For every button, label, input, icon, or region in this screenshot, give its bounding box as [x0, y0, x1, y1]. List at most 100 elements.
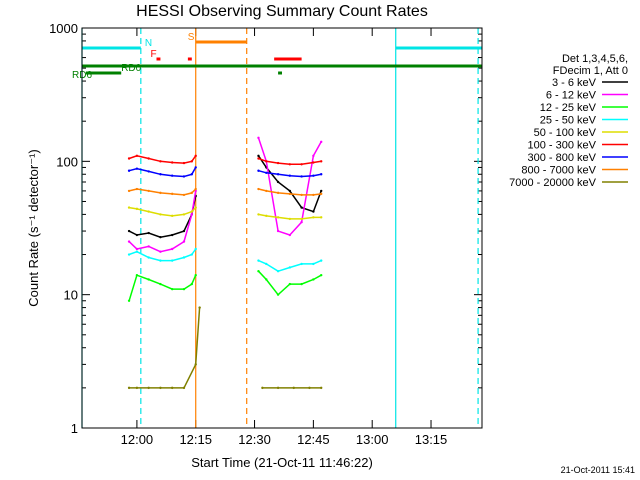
y-tick-label: 1000	[49, 21, 78, 36]
y-tick-label: 10	[64, 288, 78, 303]
data-series	[127, 136, 323, 390]
data-point	[135, 167, 139, 170]
data-point	[182, 175, 186, 178]
data-point	[159, 386, 162, 390]
data-point	[159, 191, 162, 195]
time-markers	[81, 28, 479, 428]
data-point	[170, 233, 174, 237]
data-point	[190, 253, 194, 256]
data-point	[182, 240, 186, 243]
data-point	[194, 187, 197, 191]
data-point	[182, 229, 186, 233]
x-tick-label: 12:15	[179, 432, 212, 447]
data-point	[194, 154, 197, 158]
data-point	[312, 216, 315, 219]
data-point	[135, 273, 139, 277]
data-point	[182, 386, 186, 390]
series-line	[128, 248, 197, 262]
flag-label: F	[151, 49, 157, 60]
x-tick-label: 12:30	[238, 432, 271, 447]
data-point	[312, 278, 315, 281]
data-point	[300, 163, 303, 166]
series-line	[257, 137, 322, 236]
data-point	[159, 160, 162, 163]
data-point	[257, 213, 260, 216]
data-point	[170, 247, 174, 251]
data-point	[147, 231, 150, 235]
data-point	[276, 161, 280, 165]
data-point	[276, 269, 280, 273]
data-point	[194, 166, 197, 169]
series-line	[128, 274, 197, 302]
y-axis-label: Count Rate (s⁻¹ detector⁻¹)	[26, 149, 41, 307]
data-point	[300, 206, 303, 209]
data-point	[257, 269, 260, 273]
series-line	[128, 155, 197, 164]
data-point	[300, 175, 303, 178]
data-point	[147, 386, 150, 390]
data-point	[127, 299, 131, 302]
data-point	[159, 259, 162, 262]
data-point	[300, 193, 303, 197]
data-point	[300, 282, 303, 286]
data-point	[194, 363, 197, 366]
data-point	[276, 229, 280, 233]
flag-label: S	[188, 32, 195, 43]
x-axis-label: Start Time (21-Oct-11 11:46:22)	[191, 455, 373, 470]
data-point	[300, 220, 303, 224]
series-line	[128, 188, 197, 196]
data-point	[170, 174, 174, 177]
legend-header: FDecim 1, Att 0	[553, 65, 628, 77]
data-point	[194, 273, 197, 277]
timestamp: 21-Oct-2011 15:41	[561, 465, 635, 475]
data-point	[320, 160, 323, 163]
x-tick-label: 12:00	[121, 432, 154, 447]
data-point	[127, 189, 131, 193]
data-point	[276, 173, 280, 176]
legend-header: Det 1,3,4,5,6,	[562, 53, 628, 65]
data-point	[320, 386, 323, 390]
data-point	[312, 174, 315, 177]
data-point	[159, 213, 162, 216]
data-point	[190, 210, 194, 213]
legend-label: 50 - 100 keV	[534, 127, 597, 139]
data-point	[127, 240, 131, 243]
data-point	[300, 217, 303, 221]
data-point	[127, 253, 131, 256]
x-tick-label: 12:45	[297, 432, 330, 447]
data-point	[276, 216, 280, 219]
data-point	[135, 233, 139, 237]
data-point	[182, 213, 186, 216]
data-point	[170, 161, 174, 164]
data-point	[159, 235, 162, 239]
data-point	[288, 192, 292, 196]
data-point	[288, 163, 292, 166]
data-point	[170, 287, 174, 291]
data-point	[257, 154, 260, 158]
series-line	[128, 206, 197, 217]
data-point	[170, 386, 174, 390]
data-point	[288, 189, 292, 193]
data-point	[265, 160, 268, 163]
data-point	[320, 259, 323, 262]
data-point	[276, 386, 280, 390]
flag-label: RD0	[121, 63, 141, 74]
data-point	[170, 259, 174, 262]
data-point	[312, 161, 315, 164]
series-line	[128, 195, 197, 238]
data-point	[261, 386, 264, 390]
data-point	[265, 214, 268, 218]
data-point	[127, 169, 131, 172]
data-point	[127, 229, 131, 233]
data-point	[320, 192, 323, 196]
legend-label: 25 - 50 keV	[540, 115, 597, 127]
data-point	[190, 173, 194, 176]
axis-ticks: 12:00 12:15 12:30 12:45 13:00 13:15 1 10 100 1000	[49, 21, 482, 447]
data-point	[147, 170, 150, 173]
x-tick-label: 13:00	[356, 432, 389, 447]
data-point	[265, 262, 268, 266]
data-point	[276, 293, 280, 296]
data-point	[288, 282, 292, 286]
data-point	[159, 250, 162, 253]
